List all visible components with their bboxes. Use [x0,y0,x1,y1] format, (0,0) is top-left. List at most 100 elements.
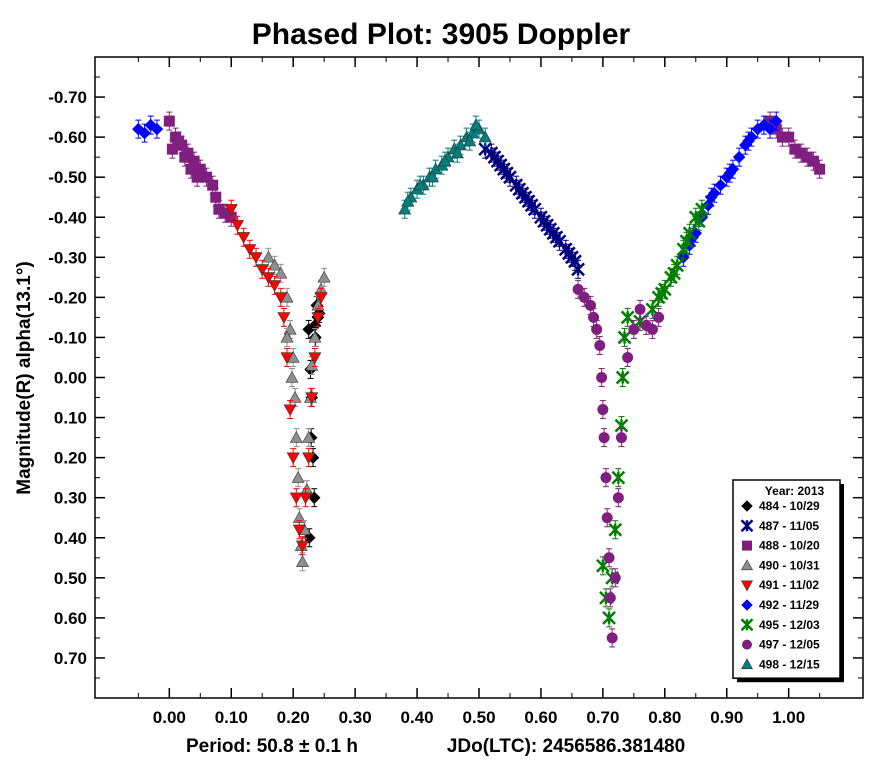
data-point [493,158,508,173]
y-tick-label: -0.60 [48,128,87,147]
data-point [291,471,305,483]
x-tick-label: 0.00 [153,708,186,727]
data-point [302,452,316,465]
data-point [646,323,658,335]
data-point [620,310,635,325]
legend-entry: 488 - 10/20 [759,539,820,553]
data-point [295,555,309,567]
data-point [654,286,669,301]
data-point [572,283,584,295]
data-point [807,155,819,167]
data-point [230,220,244,232]
data-point [469,118,483,131]
data-point [608,522,623,537]
data-point [617,330,632,345]
data-point [314,292,328,304]
data-point [704,190,718,204]
x-tick-label: 0.80 [648,708,681,727]
data-point [261,272,275,284]
data-point [308,330,322,343]
x-tick-label: 0.40 [401,708,434,727]
data-point [292,524,306,537]
series-5 [224,199,328,556]
data-point [237,232,251,244]
x-axis: 0.00 0.10 0.20 0.30 0.40 0.50 0.60 0.70 0.80 0.90… [137,57,821,727]
data-point [274,292,288,304]
x-axis-label: Period: 50.8 ± 0.1 h [186,736,358,757]
data-point [591,323,603,335]
y-axis: -0.70 -0.60 -0.50 -0.40 -0.30 -0.20 -0.10 0.00 0… [48,76,863,679]
series-7 [595,199,709,628]
data-point [742,134,755,148]
legend-marker [742,540,752,551]
data-point [138,126,151,140]
legend-marker [740,618,754,632]
data-point [537,214,551,229]
data-point [549,230,564,245]
data-point [814,163,826,175]
data-point [499,166,514,181]
data-point [286,452,300,465]
data-point [543,222,558,237]
data-point [769,114,783,128]
data-point [261,250,275,263]
data-point [249,252,263,264]
legend-marker [740,519,754,533]
y-tick-label: 0.00 [54,369,87,388]
legend-entry: 495 - 12/03 [759,618,820,632]
series-8 [572,279,665,648]
data-point [150,122,164,136]
data-point [584,299,596,311]
legend-entry: 484 - 10/29 [759,499,820,513]
data-point [601,512,613,524]
x-tick-label: 1.00 [772,708,805,727]
data-point [594,339,606,351]
data-point [401,194,415,207]
data-point [463,134,477,147]
data-point [628,323,640,335]
y-tick-label: -0.10 [48,328,87,347]
x-axis-label-jdo: JDo(LTC): 2456586.381480 [447,736,685,757]
data-point [283,404,297,417]
data-point [588,311,600,323]
data-point [512,182,527,197]
chart-title: Phased Plot: 3905 Doppler [252,18,631,51]
data-point [305,392,319,405]
data-point [596,372,608,383]
legend-entry: 492 - 11/29 [759,598,819,612]
data-points [132,111,826,648]
x-tick-label: 0.20 [277,708,310,727]
data-point [268,280,282,292]
legend-marker [740,559,754,571]
data-point [289,430,303,443]
data-point [622,351,634,363]
y-tick-label: -0.50 [48,168,87,187]
data-point [524,198,539,213]
data-point [606,632,618,644]
series-2 [478,139,585,279]
legend-entry: 497 - 12/05 [759,638,820,652]
x-tick-label: 0.90 [710,708,743,727]
data-point [207,179,219,191]
data-point [191,171,203,183]
data-point [478,130,492,143]
series-6 [132,111,783,267]
data-point [653,311,665,323]
data-point [603,552,615,564]
legend-marker [742,639,752,650]
data-point [438,154,452,167]
data-point [185,163,197,175]
data-point [280,330,294,343]
legend-marker [741,500,753,512]
data-point [597,404,609,416]
x-tick-label: 0.10 [215,708,248,727]
data-point [285,370,299,383]
data-point [487,150,502,165]
data-point [763,122,777,136]
data-point [288,390,302,403]
data-point [679,234,694,249]
data-point [163,115,175,127]
y-tick-label: 0.70 [54,649,87,668]
data-point [255,264,269,276]
legend-marker [740,580,754,592]
